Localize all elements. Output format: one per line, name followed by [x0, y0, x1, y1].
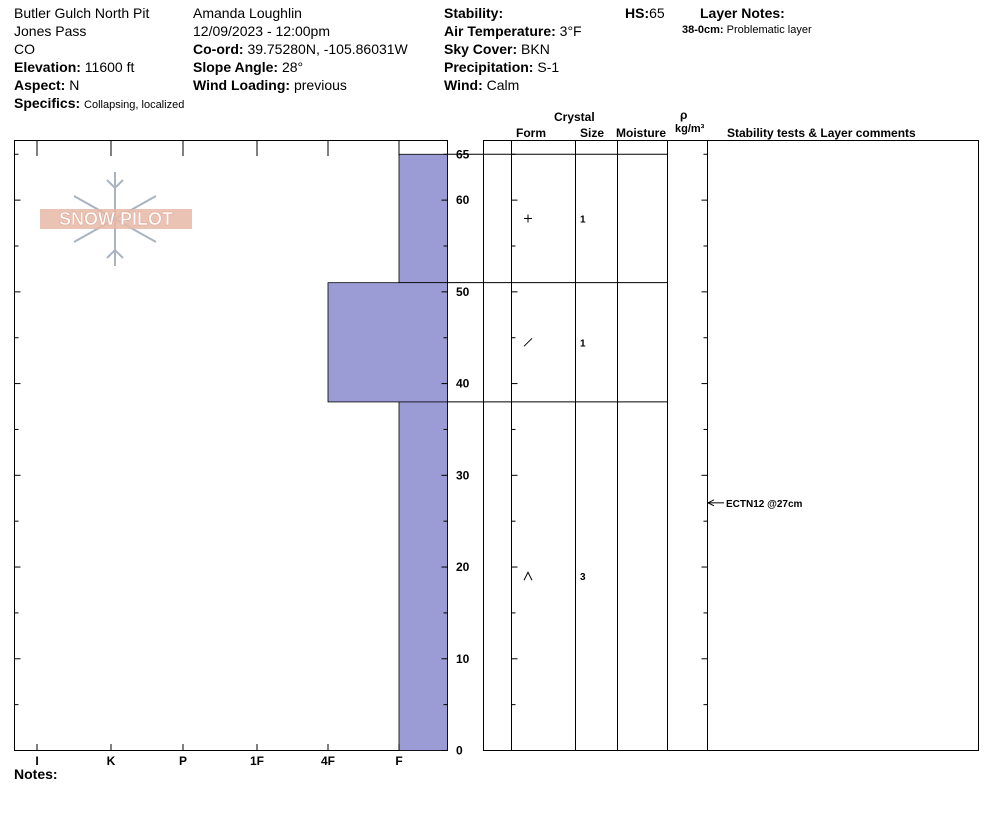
pit-area: Jones Pass: [14, 23, 87, 39]
depth-label: 60: [456, 193, 470, 207]
stability-test-label: ECTN12 @27cm: [726, 499, 803, 510]
coord-label: Co-ord:: [193, 41, 244, 57]
coord-field: Co-ord: 39.75280N, -105.86031W: [193, 40, 408, 58]
grain-size: 1: [580, 338, 586, 349]
wind-value: Calm: [486, 77, 520, 93]
sky-cover-field: Sky Cover: BKN: [444, 40, 550, 58]
wind-loading-value: previous: [293, 77, 347, 93]
aspect-label: Aspect:: [14, 77, 66, 93]
depth-label: 10: [456, 652, 470, 666]
form-header: Form: [516, 126, 546, 140]
crystal-header: Crystal: [554, 110, 595, 124]
decomposing-icon: [523, 337, 533, 347]
hs-field: HS:65: [625, 4, 665, 22]
table-depth-ticks: [511, 153, 708, 706]
wind-loading-label: Wind Loading:: [193, 77, 291, 93]
hardness-label: P: [179, 754, 187, 768]
logo-text: SNOW PILOT: [59, 209, 173, 229]
coord-value: 39.75280N, -105.86031W: [247, 41, 408, 57]
rho-header: ρ: [680, 108, 688, 122]
grain-size: 3: [580, 572, 586, 583]
layer-note-text: Problematic layer: [726, 24, 812, 36]
hardness-bar: [327, 282, 448, 403]
pit-location: Butler Gulch North Pit: [14, 5, 150, 21]
stability-tests-header: Stability tests & Layer comments: [727, 126, 916, 140]
hardness-label: I: [35, 754, 38, 768]
depth-label: 30: [456, 468, 470, 482]
air-temp-field: Air Temperature: 3°F: [444, 22, 582, 40]
sky-cover-value: BKN: [521, 41, 550, 57]
hardness-label: F: [395, 754, 402, 768]
density-header: kg/m³: [675, 123, 705, 135]
stability-field: Stability:: [444, 4, 503, 22]
aspect-field: Aspect: N: [14, 76, 79, 94]
moisture-header: Moisture: [616, 126, 667, 140]
aspect-value: N: [69, 77, 80, 93]
hardness-label: 1F: [250, 754, 264, 768]
precip-field: Precipitation: S-1: [444, 58, 559, 76]
arrow-head-icon: [706, 499, 715, 507]
observation-datetime: 12/09/2023 - 12:00pm: [193, 23, 330, 39]
air-temp-value: 3°F: [559, 23, 582, 39]
precip-label: Precipitation:: [444, 59, 534, 75]
slope-field: Slope Angle: 28°: [193, 58, 303, 76]
hs-value: 65: [649, 5, 665, 21]
facet-icon: [523, 571, 533, 581]
notes-label: Notes:: [14, 766, 58, 782]
slope-label: Slope Angle:: [193, 59, 279, 75]
wind-loading-field: Wind Loading: previous: [193, 76, 347, 94]
slope-value: 28°: [281, 59, 304, 75]
layer-bars: [327, 153, 448, 751]
wind-field: Wind: Calm: [444, 76, 519, 94]
hardness-bar: [398, 401, 448, 751]
elevation-value: 11600 ft: [84, 59, 135, 75]
hardness-label: K: [107, 754, 116, 768]
depth-label: 0: [456, 744, 463, 758]
size-header: Size: [580, 126, 605, 140]
hardness-label: 4F: [321, 754, 335, 768]
hardness-bar: [398, 153, 448, 284]
layer-notes-label: Layer Notes:: [700, 5, 785, 21]
layer-boundary-lines: [447, 153, 668, 403]
layer-note: 38-0cm: Problematic layer: [682, 24, 812, 36]
specifics-value: Collapsing, localized: [84, 99, 185, 111]
stability-test-marks: ECTN12 @27cm: [706, 499, 803, 510]
depth-ticks: [14, 153, 448, 751]
pit-state: CO: [14, 41, 35, 57]
layer-row: 3: [523, 571, 586, 583]
depth-label: 40: [456, 377, 470, 391]
layer-row: 1: [523, 337, 586, 349]
layer-table-frame: [483, 140, 979, 751]
depth-label: 20: [456, 560, 470, 574]
hs-label: HS:: [625, 5, 650, 21]
observer-name: Amanda Loughlin: [193, 5, 302, 21]
snowpilot-logo: SNOW PILOT: [40, 172, 192, 266]
depth-label: 50: [456, 285, 470, 299]
specifics-field: Specifics: Collapsing, localized: [14, 94, 184, 114]
layer-note-range: 38-0cm:: [682, 24, 724, 36]
sky-cover-label: Sky Cover:: [444, 41, 518, 57]
hardness-labels: I K P 1F 4F F: [35, 754, 402, 768]
hardness-graph-frame: [14, 140, 448, 751]
layer-rows: 1 1 3: [523, 214, 586, 583]
wind-label: Wind:: [444, 77, 483, 93]
air-temp-label: Air Temperature:: [444, 23, 556, 39]
stability-label: Stability:: [444, 5, 504, 21]
precip-value: S-1: [537, 59, 560, 75]
elevation-field: Elevation: 11600 ft: [14, 58, 134, 76]
specifics-label: Specifics:: [14, 95, 81, 111]
layer-row: 1: [524, 214, 586, 225]
elevation-label: Elevation:: [14, 59, 81, 75]
hardness-ticks: [36, 140, 400, 751]
grain-size: 1: [580, 214, 586, 225]
